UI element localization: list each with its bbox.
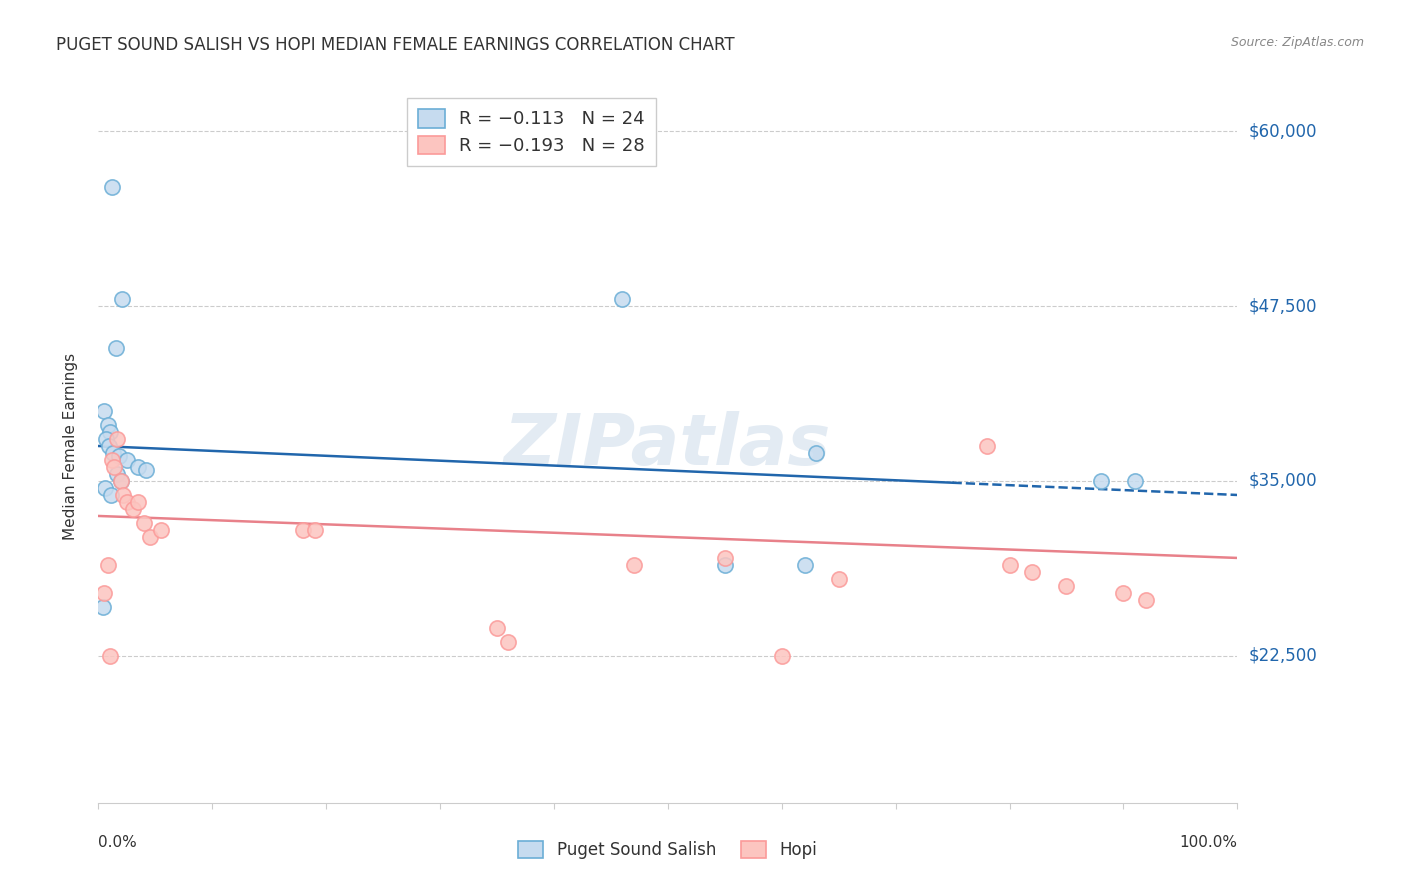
Point bbox=[135, 463, 157, 477]
Point bbox=[132, 516, 155, 530]
Point bbox=[127, 495, 149, 509]
Point bbox=[101, 180, 124, 194]
Point bbox=[104, 341, 127, 355]
Point bbox=[714, 550, 737, 565]
Point bbox=[793, 558, 815, 572]
Text: $35,000: $35,000 bbox=[1249, 472, 1317, 490]
Point bbox=[1123, 474, 1146, 488]
Point bbox=[612, 292, 634, 306]
Point bbox=[91, 599, 114, 614]
Point bbox=[127, 460, 149, 475]
Point bbox=[1021, 565, 1043, 579]
Point bbox=[115, 453, 138, 467]
Point bbox=[486, 621, 509, 635]
Point bbox=[96, 432, 118, 446]
Point bbox=[121, 502, 143, 516]
Point bbox=[96, 558, 118, 572]
Point bbox=[804, 446, 827, 460]
Point bbox=[93, 586, 115, 600]
Point bbox=[112, 488, 135, 502]
Point bbox=[1090, 474, 1112, 488]
Point bbox=[623, 558, 645, 572]
Point bbox=[998, 558, 1021, 572]
Point bbox=[292, 523, 315, 537]
Point bbox=[110, 474, 132, 488]
Point bbox=[100, 488, 122, 502]
Text: 0.0%: 0.0% bbox=[98, 835, 138, 850]
Point bbox=[111, 292, 134, 306]
Point bbox=[304, 523, 326, 537]
Point bbox=[150, 523, 173, 537]
Point bbox=[98, 648, 121, 663]
Point bbox=[828, 572, 851, 586]
Point bbox=[98, 425, 121, 439]
Point bbox=[714, 558, 737, 572]
Point bbox=[94, 481, 117, 495]
Point bbox=[115, 495, 138, 509]
Text: PUGET SOUND SALISH VS HOPI MEDIAN FEMALE EARNINGS CORRELATION CHART: PUGET SOUND SALISH VS HOPI MEDIAN FEMALE… bbox=[56, 36, 735, 54]
Text: ZIPatlas: ZIPatlas bbox=[505, 411, 831, 481]
Point bbox=[93, 404, 115, 418]
Point bbox=[105, 467, 128, 481]
Point bbox=[96, 417, 118, 432]
Legend: Puget Sound Salish, Hopi: Puget Sound Salish, Hopi bbox=[512, 834, 824, 866]
Point bbox=[101, 453, 124, 467]
Point bbox=[108, 449, 131, 463]
Text: Source: ZipAtlas.com: Source: ZipAtlas.com bbox=[1230, 36, 1364, 49]
Point bbox=[138, 530, 160, 544]
Text: $47,500: $47,500 bbox=[1249, 297, 1317, 315]
Point bbox=[1135, 593, 1157, 607]
Point bbox=[97, 439, 120, 453]
Point bbox=[103, 460, 125, 475]
Point bbox=[498, 635, 520, 649]
Point bbox=[1056, 579, 1078, 593]
Text: $22,500: $22,500 bbox=[1249, 647, 1317, 665]
Point bbox=[103, 446, 125, 460]
Point bbox=[1112, 586, 1135, 600]
Point bbox=[976, 439, 998, 453]
Point bbox=[110, 474, 132, 488]
Y-axis label: Median Female Earnings: Median Female Earnings bbox=[63, 352, 77, 540]
Point bbox=[770, 648, 793, 663]
Text: $60,000: $60,000 bbox=[1249, 122, 1317, 140]
Text: 100.0%: 100.0% bbox=[1180, 835, 1237, 850]
Point bbox=[105, 432, 128, 446]
